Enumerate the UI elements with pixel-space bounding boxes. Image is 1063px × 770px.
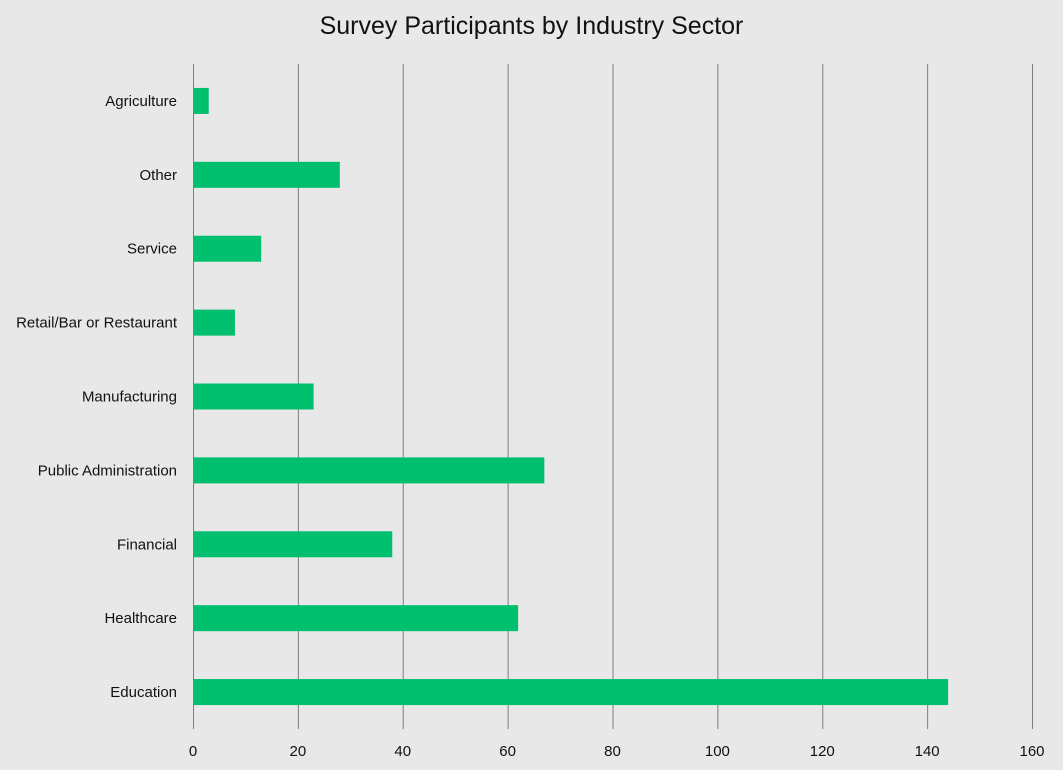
bar — [193, 235, 262, 262]
category-label: Public Administration — [38, 462, 177, 479]
bar — [193, 87, 209, 114]
x-tick-label: 140 — [915, 743, 940, 760]
bar — [193, 161, 340, 188]
category-label: Service — [127, 241, 177, 258]
bar — [193, 383, 314, 410]
bar — [193, 679, 949, 706]
chart-title: Survey Participants by Industry Sector — [319, 12, 744, 40]
x-tick-label: 120 — [810, 743, 835, 760]
category-label: Healthcare — [104, 610, 177, 627]
category-label: Education — [110, 684, 177, 701]
category-label: Other — [139, 167, 177, 184]
bar — [193, 531, 393, 558]
category-label: Agriculture — [105, 93, 177, 110]
category-label: Manufacturing — [82, 389, 177, 406]
category-label: Retail/Bar or Restaurant — [16, 315, 178, 332]
bar — [193, 605, 519, 632]
x-tick-label: 20 — [290, 743, 307, 760]
x-tick-label: 160 — [1019, 743, 1044, 760]
bar — [193, 457, 545, 484]
x-tick-label: 60 — [499, 743, 516, 760]
x-tick-label: 40 — [394, 743, 411, 760]
bar — [193, 309, 235, 336]
x-tick-label: 80 — [604, 743, 621, 760]
x-tick-label: 0 — [189, 743, 197, 760]
category-label: Financial — [117, 536, 177, 553]
x-tick-label: 100 — [705, 743, 730, 760]
